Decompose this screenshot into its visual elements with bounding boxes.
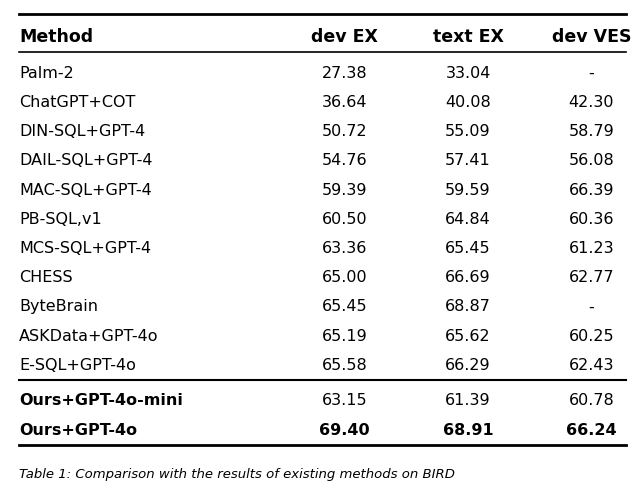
Text: 65.45: 65.45 — [445, 241, 491, 256]
Text: Palm-2: Palm-2 — [19, 66, 74, 80]
Text: 66.29: 66.29 — [445, 358, 491, 373]
Text: MCS-SQL+GPT-4: MCS-SQL+GPT-4 — [19, 241, 151, 256]
Text: 57.41: 57.41 — [445, 153, 491, 168]
Text: 60.78: 60.78 — [568, 393, 614, 409]
Text: 64.84: 64.84 — [445, 212, 491, 227]
Text: 56.08: 56.08 — [568, 153, 614, 168]
Text: 68.87: 68.87 — [445, 299, 491, 314]
Text: 50.72: 50.72 — [322, 124, 367, 139]
Text: ASKData+GPT-4o: ASKData+GPT-4o — [19, 329, 159, 344]
Text: ByteBrain: ByteBrain — [19, 299, 98, 314]
Text: 36.64: 36.64 — [322, 95, 367, 110]
Text: 58.79: 58.79 — [568, 124, 614, 139]
Text: DIN-SQL+GPT-4: DIN-SQL+GPT-4 — [19, 124, 145, 139]
Text: CHESS: CHESS — [19, 270, 72, 285]
Text: dev EX: dev EX — [311, 28, 378, 46]
Text: 65.62: 65.62 — [445, 329, 491, 344]
Text: 63.15: 63.15 — [322, 393, 367, 409]
Text: 54.76: 54.76 — [322, 153, 367, 168]
Text: 69.40: 69.40 — [319, 423, 370, 438]
Text: Method: Method — [19, 28, 93, 46]
Text: 42.30: 42.30 — [568, 95, 614, 110]
Text: text EX: text EX — [433, 28, 504, 46]
Text: ChatGPT+COT: ChatGPT+COT — [19, 95, 135, 110]
Text: 66.39: 66.39 — [568, 183, 614, 198]
Text: 65.00: 65.00 — [322, 270, 367, 285]
Text: 59.59: 59.59 — [445, 183, 491, 198]
Text: 62.43: 62.43 — [568, 358, 614, 373]
Text: E-SQL+GPT-4o: E-SQL+GPT-4o — [19, 358, 136, 373]
Text: 55.09: 55.09 — [445, 124, 491, 139]
Text: 65.45: 65.45 — [322, 299, 367, 314]
Text: 65.58: 65.58 — [322, 358, 367, 373]
Text: 66.69: 66.69 — [445, 270, 491, 285]
Text: 61.39: 61.39 — [445, 393, 491, 409]
Text: 68.91: 68.91 — [443, 423, 493, 438]
Text: Table 1: Comparison with the results of existing methods on BIRD: Table 1: Comparison with the results of … — [19, 469, 455, 482]
Text: -: - — [589, 66, 595, 80]
Text: 61.23: 61.23 — [568, 241, 614, 256]
Text: 33.04: 33.04 — [445, 66, 491, 80]
Text: 62.77: 62.77 — [568, 270, 614, 285]
Text: 60.50: 60.50 — [322, 212, 367, 227]
Text: 27.38: 27.38 — [322, 66, 367, 80]
Text: 60.25: 60.25 — [568, 329, 614, 344]
Text: DAIL-SQL+GPT-4: DAIL-SQL+GPT-4 — [19, 153, 152, 168]
Text: Ours+GPT-4o: Ours+GPT-4o — [19, 423, 137, 438]
Text: MAC-SQL+GPT-4: MAC-SQL+GPT-4 — [19, 183, 152, 198]
Text: 63.36: 63.36 — [322, 241, 367, 256]
Text: PB-SQL,v1: PB-SQL,v1 — [19, 212, 102, 227]
Text: 65.19: 65.19 — [322, 329, 367, 344]
Text: Ours+GPT-4o-mini: Ours+GPT-4o-mini — [19, 393, 183, 409]
Text: 60.36: 60.36 — [568, 212, 614, 227]
Text: dev VES: dev VES — [552, 28, 631, 46]
Text: 66.24: 66.24 — [566, 423, 617, 438]
Text: 59.39: 59.39 — [322, 183, 367, 198]
Text: -: - — [589, 299, 595, 314]
Text: 40.08: 40.08 — [445, 95, 491, 110]
